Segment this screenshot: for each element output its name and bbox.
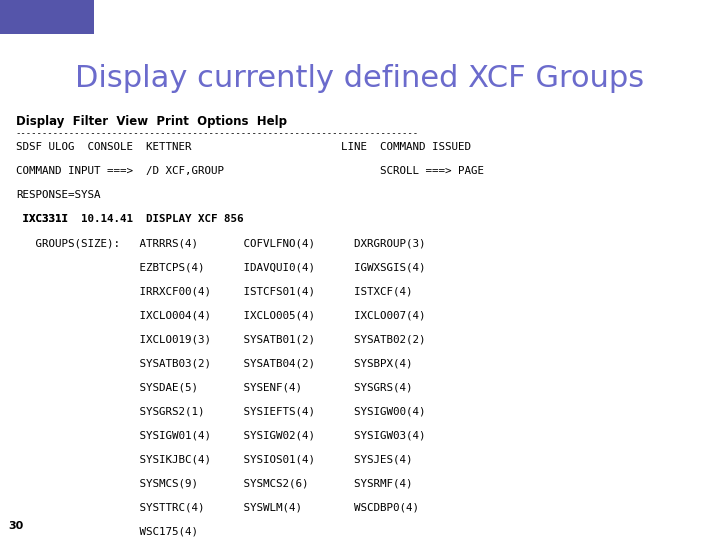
Text: SYSMCS(9)       SYSMCS2(6)       SYSRMF(4): SYSMCS(9) SYSMCS2(6) SYSRMF(4) (16, 478, 413, 488)
Text: IXCLO004(4)     IXCLO005(4)      IXCLO007(4): IXCLO004(4) IXCLO005(4) IXCLO007(4) (16, 310, 426, 320)
Text: COMMAND INPUT ===>  /D XCF,GROUP                        SCROLL ===> PAGE: COMMAND INPUT ===> /D XCF,GROUP SCROLL =… (16, 166, 484, 176)
Text: ---------------------------------------------------------------------------: ----------------------------------------… (16, 130, 419, 138)
Text: SYSDAE(5)       SYSENF(4)        SYSGRS(4): SYSDAE(5) SYSENF(4) SYSGRS(4) (16, 382, 413, 392)
Text: WSC175(4): WSC175(4) (16, 526, 198, 536)
Text: SYSIKJBC(4)     SYSIOS01(4)      SYSJES(4): SYSIKJBC(4) SYSIOS01(4) SYSJES(4) (16, 454, 413, 464)
Text: SYSIGW01(4)     SYSIGW02(4)      SYSIGW03(4): SYSIGW01(4) SYSIGW02(4) SYSIGW03(4) (16, 430, 426, 440)
Text: 30: 30 (8, 521, 24, 531)
Text: SYSTTRC(4)      SYSWLM(4)        WSCDBP0(4): SYSTTRC(4) SYSWLM(4) WSCDBP0(4) (16, 502, 419, 512)
Text: IRRXCF00(4)     ISTCFS01(4)      ISTXCF(4): IRRXCF00(4) ISTCFS01(4) ISTXCF(4) (16, 286, 413, 296)
Text: GROUPS(SIZE):   ATRRRS(4)       COFVLFNO(4)      DXRGROUP(3): GROUPS(SIZE): ATRRRS(4) COFVLFNO(4) DXRG… (16, 238, 426, 248)
Text: RESPONSE=SYSA: RESPONSE=SYSA (16, 190, 100, 200)
FancyBboxPatch shape (0, 0, 94, 34)
Text: IXC331I  10.14.41  DISPLAY XCF 856: IXC331I 10.14.41 DISPLAY XCF 856 (16, 214, 243, 224)
Text: SYSGRS2(1)      SYSIEFTS(4)      SYSIGW00(4): SYSGRS2(1) SYSIEFTS(4) SYSIGW00(4) (16, 406, 426, 416)
Text: EZBTCPS(4)      IDAVQUI0(4)      IGWXSGIS(4): EZBTCPS(4) IDAVQUI0(4) IGWXSGIS(4) (16, 262, 426, 272)
FancyBboxPatch shape (35, 515, 36, 537)
Text: Chapter 2B Parallel Syslpex: Chapter 2B Parallel Syslpex (104, 12, 248, 22)
Text: SDSF ULOG  CONSOLE  KETTNER                       LINE  COMMAND ISSUED: SDSF ULOG CONSOLE KETTNER LINE COMMAND I… (16, 142, 471, 152)
Text: IXC331I: IXC331I (16, 214, 68, 224)
Text: SYSATB03(2)     SYSATB04(2)      SYSBPX(4): SYSATB03(2) SYSATB04(2) SYSBPX(4) (16, 358, 413, 368)
FancyBboxPatch shape (94, 3, 96, 31)
Text: Display currently defined XCF Groups: Display currently defined XCF Groups (76, 64, 644, 93)
Text: © 2009 IBM Corporation: © 2009 IBM Corporation (578, 521, 706, 531)
FancyBboxPatch shape (0, 514, 32, 538)
Text: IXCLO019(3)     SYSATB01(2)      SYSATB02(2): IXCLO019(3) SYSATB01(2) SYSATB02(2) (16, 334, 426, 344)
Text: Display  Filter  View  Print  Options  Help: Display Filter View Print Options Help (16, 115, 287, 128)
